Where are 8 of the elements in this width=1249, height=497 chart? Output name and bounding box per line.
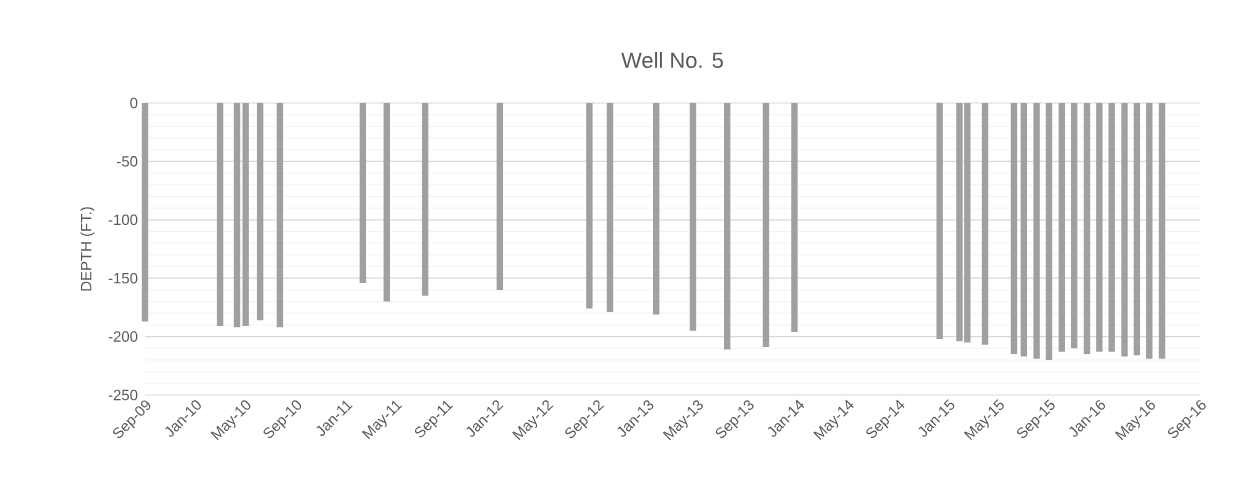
y-tick-label: -50 (117, 156, 138, 167)
y-tick-label: 0 (130, 97, 138, 109)
y-tick-label: -250 (108, 389, 138, 401)
y-tick-label: -100 (108, 214, 138, 226)
y-tick-label: -200 (108, 331, 138, 342)
y-tick-label: -150 (108, 272, 138, 284)
chart-title: Well No. 5 (621, 51, 723, 69)
y-axis-title: DEPTH (FT.) (80, 207, 95, 291)
